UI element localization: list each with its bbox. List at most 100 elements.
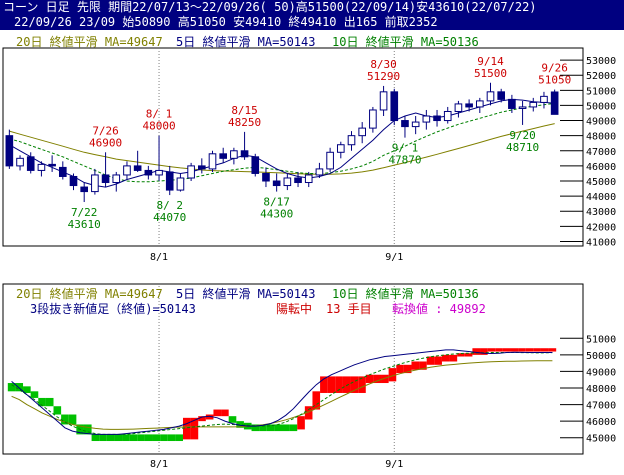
brick-down: [38, 397, 46, 407]
brick-down: [137, 434, 145, 442]
brick-up: [480, 348, 488, 355]
upper-y-tick-label: 51000: [586, 86, 616, 97]
high-date-label: 9/26: [541, 62, 568, 75]
brick-down: [259, 424, 267, 432]
brick-up: [381, 374, 389, 384]
candle-down: [262, 172, 270, 182]
brick-up: [365, 374, 374, 384]
brick-down: [30, 391, 39, 398]
candle-up: [176, 177, 185, 191]
brick-down: [175, 434, 183, 442]
brick-down: [274, 424, 282, 432]
upper-y-tick-label: 49000: [586, 117, 616, 128]
lower-moving-averages: [11, 349, 553, 435]
brick-down: [144, 434, 153, 442]
upper-y-tick-label: 44000: [586, 192, 616, 203]
lower-y-tick-label: 51000: [586, 334, 616, 345]
brick-up: [518, 348, 526, 352]
brick-down: [251, 424, 260, 432]
lower-ma10-line: [11, 352, 553, 435]
brick-down: [91, 434, 100, 442]
brick-up: [205, 414, 214, 420]
lower-ma20-line: [11, 360, 553, 430]
upper-y-tick-label: 52000: [586, 71, 616, 82]
candle-up: [112, 174, 121, 184]
lower-y-tick-label: 45000: [586, 434, 616, 445]
brick-up: [327, 376, 336, 393]
upper-x-axis: 8/1 9/1: [150, 252, 403, 263]
candle-down: [550, 91, 559, 115]
brick-up: [548, 348, 557, 352]
upper-y-tick-label: 41000: [586, 237, 616, 248]
candle-up: [91, 174, 99, 193]
low-date-label: 8/ 2: [156, 199, 183, 212]
candle-down: [294, 177, 302, 184]
candle-up: [208, 153, 217, 170]
brick-down: [45, 397, 54, 407]
candle-up: [475, 100, 484, 108]
lower-info-status: 陽転中: [276, 301, 312, 316]
lower-ma5-line: [11, 349, 553, 435]
candle-down: [69, 175, 78, 187]
upper-y-tick-label: 45000: [586, 177, 616, 188]
candle-up: [16, 157, 24, 167]
brick-down: [7, 383, 16, 392]
brick-down: [68, 414, 77, 425]
brick-up: [198, 416, 206, 422]
candle-up: [187, 165, 195, 179]
brick-up: [533, 348, 541, 352]
upper-x-tick-label: 8/1: [150, 252, 168, 263]
candle-up: [540, 95, 548, 103]
candle-down: [251, 156, 260, 174]
brick-down: [289, 424, 298, 432]
candle-down: [390, 91, 399, 122]
upper-legend-entry: 10日 終値平滑 MA=50136: [332, 34, 479, 49]
candle-down: [272, 180, 281, 187]
brick-up: [182, 417, 191, 440]
candle-up: [326, 151, 334, 170]
candle-down: [197, 165, 206, 170]
upper-y-tick-label: 46000: [586, 162, 616, 173]
brick-up: [434, 356, 442, 365]
brick-up: [304, 406, 313, 420]
lower-y-tick-label: 50000: [586, 351, 616, 362]
chart-header-latest-bar: 22/09/26 23/09 始50890 高51050 安49410 終494…: [0, 15, 624, 30]
candle-up: [379, 91, 388, 111]
candle-down: [497, 91, 506, 100]
brick-up: [396, 364, 404, 374]
brick-down: [106, 434, 115, 442]
candle-up: [422, 115, 431, 123]
high-value-label: 51050: [538, 74, 571, 87]
brick-up: [457, 353, 465, 357]
high-value-label: 48250: [228, 116, 261, 129]
candle-up: [443, 110, 452, 122]
high-date-label: 8/15: [231, 104, 258, 117]
chart-header-summary: コーン 日足 先限 期間22/07/13～22/09/26( 50)高51500…: [0, 0, 624, 15]
candle-down: [219, 153, 228, 159]
candle-down: [48, 163, 56, 167]
high-value-label: 51500: [474, 67, 507, 80]
high-value-label: 51290: [367, 70, 400, 83]
low-date-label: 8/17: [263, 196, 290, 209]
brick-up: [495, 348, 503, 352]
upper-y-axis: 41000 42000 43000 44000 45000 46000 47000 48000…: [560, 56, 616, 248]
upper-y-tick-label: 42000: [586, 222, 616, 233]
brick-down: [228, 416, 237, 423]
lower-y-axis: 45000 46000 47000 48000 49000 50000 51000: [560, 334, 616, 445]
candle-up: [454, 103, 463, 112]
upper-y-tick-label: 50000: [586, 101, 616, 112]
brick-up: [213, 409, 222, 417]
brick-down: [236, 421, 244, 428]
upper-legend-entry: 5日 終値平滑 MA=50143: [176, 34, 315, 49]
candle-up: [315, 168, 324, 176]
lower-legend-entry: 5日 終値平滑 MA=50143: [176, 286, 315, 301]
brick-up: [472, 348, 481, 355]
brick-up: [297, 416, 305, 430]
candle-up: [155, 169, 163, 176]
low-value-label: 48710: [506, 141, 539, 154]
candle-down: [433, 115, 441, 122]
upper-x-tick-label: 9/1: [385, 252, 403, 263]
lower-x-axis: 8/1 9/1: [150, 459, 403, 470]
lower-legend-entry: 10日 終値平滑 MA=50136: [332, 286, 479, 301]
candle-down: [5, 135, 14, 167]
